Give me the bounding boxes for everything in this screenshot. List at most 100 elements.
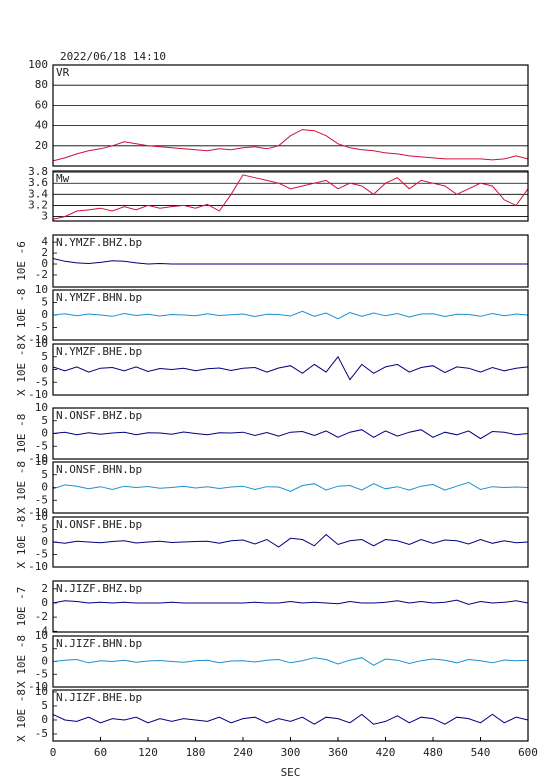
- panel-label: N.YMZF.BHN.bp: [56, 291, 142, 304]
- trace: [52, 355, 529, 381]
- y-tick-label: 10: [35, 337, 48, 350]
- y-tick-label: 2: [41, 582, 48, 595]
- y-tick-label: -4: [35, 624, 49, 637]
- y-tick-label: 3.2: [28, 198, 48, 211]
- y-tick-label: 0: [41, 427, 48, 440]
- y-tick-label: 10: [35, 629, 48, 642]
- scale-label: X 10E -8: [15, 635, 28, 688]
- panel-label: N.JIZF.BHE.bp: [56, 691, 142, 704]
- y-tick-label: 100: [28, 58, 48, 71]
- panel-label: Mw: [56, 172, 70, 185]
- trace: [52, 533, 529, 548]
- y-tick-label: 10: [35, 685, 48, 698]
- y-tick-label: 4: [41, 235, 48, 248]
- panel-label: N.ONSF.BHN.bp: [56, 463, 142, 476]
- x-tick-label: 540: [471, 746, 491, 759]
- y-tick-label: 10: [35, 283, 48, 296]
- panel-frame: [52, 64, 529, 167]
- y-tick-label: 0: [41, 713, 48, 726]
- y-tick-label: 3.4: [28, 187, 48, 200]
- panel-frame: [52, 635, 529, 688]
- y-tick-label: -5: [35, 727, 48, 740]
- y-tick-label: -5: [35, 375, 48, 388]
- trace: [52, 599, 529, 605]
- scale-label: X 10E -8: [15, 516, 28, 569]
- x-tick-label: 600: [518, 746, 538, 759]
- y-tick-label: -2: [35, 268, 48, 281]
- y-tick-label: -10: [28, 388, 48, 401]
- y-tick-label: 10: [35, 455, 48, 468]
- y-tick-label: 0: [41, 535, 48, 548]
- trace: [52, 713, 529, 725]
- y-tick-label: -5: [35, 493, 48, 506]
- y-tick-label: 10: [35, 510, 48, 523]
- y-tick-label: -2: [35, 610, 48, 623]
- y-tick-label: -5: [35, 548, 48, 561]
- x-tick-label: 60: [94, 746, 107, 759]
- y-tick-label: 60: [35, 98, 48, 111]
- y-tick-label: -10: [28, 333, 48, 346]
- y-tick-label: -5: [35, 667, 48, 680]
- scale-label: X 10E -8: [15, 289, 28, 342]
- y-tick-label: 5: [41, 350, 48, 363]
- y-tick-label: 5: [41, 642, 48, 655]
- y-tick-label: 2: [41, 246, 48, 259]
- scale-label: 10E -8: [15, 414, 28, 454]
- y-tick-label: 0: [41, 308, 48, 321]
- y-tick-label: 5: [41, 468, 48, 481]
- y-tick-label: -5: [35, 439, 48, 452]
- panel-label: N.JIZF.BHZ.bp: [56, 582, 142, 595]
- y-tick-label: 10: [35, 401, 48, 414]
- panel-frame: [52, 170, 529, 222]
- y-tick-label: 5: [41, 699, 48, 712]
- y-tick-label: 0: [41, 257, 48, 270]
- x-tick-label: 360: [328, 746, 348, 759]
- y-tick-label: 0: [41, 481, 48, 494]
- y-tick-label: 3: [41, 210, 48, 223]
- x-tick-label: 120: [138, 746, 158, 759]
- panel-frame: [52, 580, 529, 633]
- y-tick-label: 80: [35, 78, 48, 91]
- x-tick-label: 180: [186, 746, 206, 759]
- panel-label: N.ONSF.BHE.bp: [56, 518, 142, 531]
- panel-label: N.JIZF.BHN.bp: [56, 637, 142, 650]
- y-tick-label: -5: [35, 321, 48, 334]
- y-tick-label: 3.8: [28, 165, 48, 178]
- panel-label: N.ONSF.BHZ.bp: [56, 409, 142, 422]
- x-axis-label: SEC: [281, 766, 301, 779]
- trace: [52, 258, 528, 265]
- panel-label: VR: [56, 66, 70, 79]
- trace: [52, 429, 529, 440]
- panel-label: N.YMZF.BHE.bp: [56, 345, 142, 358]
- trace: [52, 657, 529, 666]
- panel-frame: [52, 234, 529, 288]
- trace: [52, 310, 529, 320]
- panel-frame: [52, 343, 529, 396]
- panel-frame: [52, 516, 529, 568]
- x-tick-label: 420: [376, 746, 396, 759]
- panel-frame: [52, 289, 529, 341]
- y-tick-label: 3.6: [28, 176, 48, 189]
- trace: [52, 174, 529, 220]
- y-tick-label: 5: [41, 523, 48, 536]
- panel-frame: [52, 407, 529, 460]
- y-tick-label: -10: [28, 680, 48, 693]
- y-tick-label: 5: [41, 414, 48, 427]
- scale-label: 10E -7: [15, 587, 28, 627]
- scale-label: X 10E -8: [15, 461, 28, 514]
- scale-label: X 10E -8: [15, 689, 28, 742]
- trace: [52, 129, 529, 162]
- y-tick-label: -10: [28, 560, 48, 573]
- y-tick-label: 5: [41, 296, 48, 309]
- panel-label: N.YMZF.BHZ.bp: [56, 236, 142, 249]
- y-tick-label: 0: [41, 655, 48, 668]
- x-tick-label: 0: [50, 746, 57, 759]
- y-tick-label: 40: [35, 119, 48, 132]
- x-tick-label: 300: [281, 746, 301, 759]
- chart-title: 2022/06/18 14:10: [60, 50, 166, 63]
- y-tick-label: 20: [35, 139, 48, 152]
- y-tick-label: -10: [28, 506, 48, 519]
- y-tick-label: -10: [28, 452, 48, 465]
- y-tick-label: 0: [41, 363, 48, 376]
